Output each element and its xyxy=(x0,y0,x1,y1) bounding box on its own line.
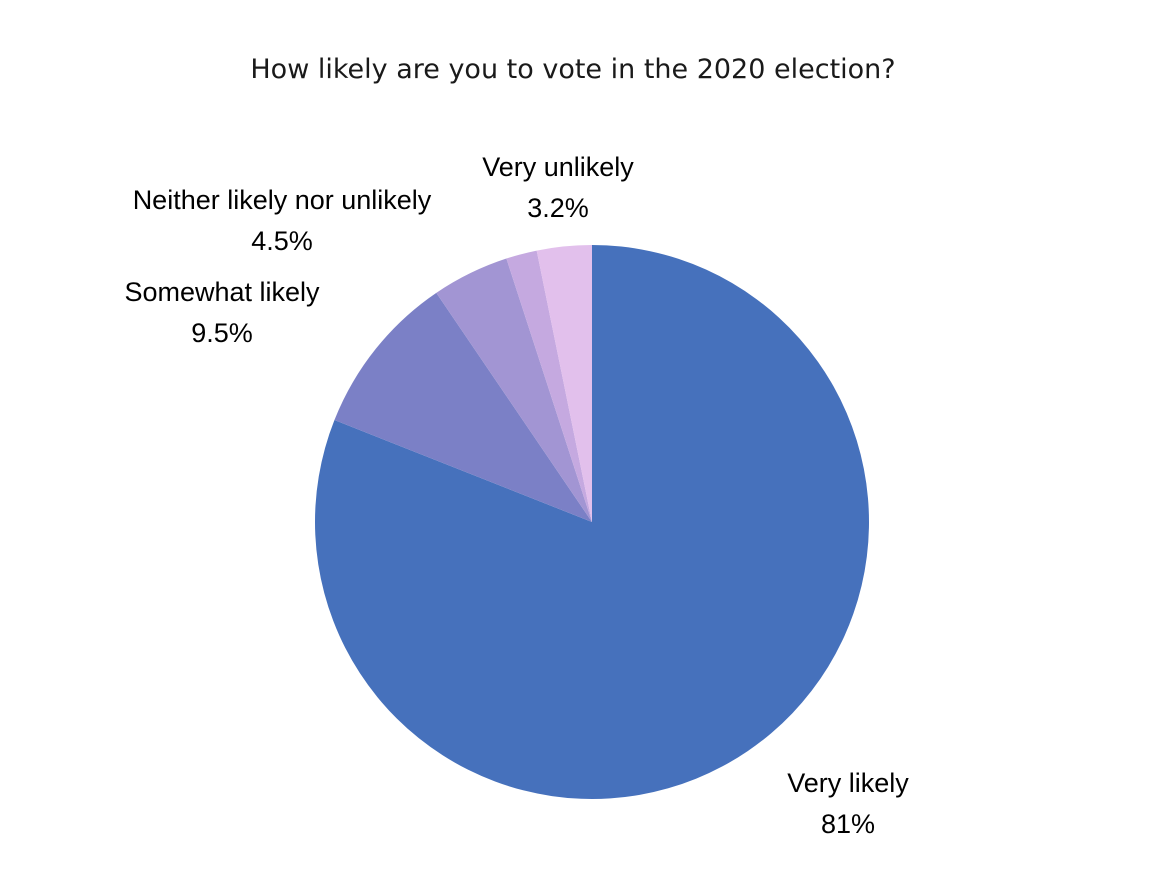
pie-labels: Very likely 81% Somewhat likely 9.5% Neither… xyxy=(124,152,909,839)
slice-label-somewhat-likely: Somewhat likely xyxy=(124,277,320,307)
slice-label-very-likely: Very likely xyxy=(787,768,909,798)
pie-slice-unlabeled xyxy=(506,250,592,523)
chart-title: How likely are you to vote in the 2020 e… xyxy=(250,54,895,85)
slice-value-somewhat-likely: 9.5% xyxy=(191,318,253,348)
slice-value-very-likely: 81% xyxy=(821,809,875,839)
pie-slice-very-unlikely xyxy=(536,245,592,522)
pie-slice-somewhat-likely xyxy=(334,292,592,522)
slice-value-neither-likely-nor-unlikely: 4.5% xyxy=(251,226,313,256)
slice-label-very-unlikely: Very unlikely xyxy=(482,152,634,182)
pie-slice-neither-likely-nor-unlikely xyxy=(436,258,592,522)
slice-value-very-unlikely: 3.2% xyxy=(527,193,589,223)
pie-slices xyxy=(315,245,870,799)
slice-label-neither-likely-nor-unlikely: Neither likely nor unlikely xyxy=(133,185,432,215)
